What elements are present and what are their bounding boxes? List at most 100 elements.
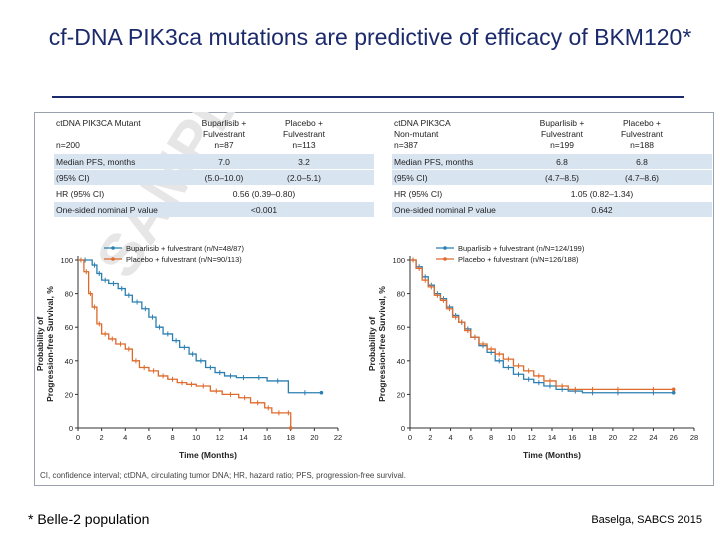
col1-header-line1: Buparlisib + bbox=[202, 118, 247, 128]
x-tick-label: 8 bbox=[170, 433, 174, 442]
row-value-col2: 3.2 bbox=[298, 157, 310, 167]
legend-entry: Buparlisib + fulvestrant (n/N=48/87) bbox=[104, 244, 244, 253]
km-curve-buparlisib bbox=[78, 259, 322, 394]
row-value-combined: 0.642 bbox=[591, 205, 613, 215]
row-label: Median PFS, months bbox=[56, 157, 135, 167]
y-tick-label: 40 bbox=[65, 357, 73, 366]
y-tick-label: 100 bbox=[60, 256, 73, 265]
x-tick-label: 16 bbox=[263, 433, 271, 442]
x-tick-label: 12 bbox=[528, 433, 536, 442]
x-tick-label: 10 bbox=[507, 433, 515, 442]
row-value-col2: 6.8 bbox=[636, 157, 648, 167]
col2-header-line1: Placebo + bbox=[623, 118, 661, 128]
legend-label: Placebo + fulvestrant (n/N=126/188) bbox=[458, 255, 579, 264]
curve-end-point bbox=[319, 390, 324, 395]
table-row: HR (95% CI) 1.05 (0.82–1.34) bbox=[394, 189, 633, 199]
legend-marker bbox=[111, 246, 115, 250]
row-label: One-sided nominal P value bbox=[56, 205, 158, 215]
col2-n: n=188 bbox=[630, 140, 654, 150]
row-band bbox=[54, 170, 374, 185]
table-row: One-sided nominal P value <0.001 bbox=[54, 202, 374, 217]
row-value-col2: (2.0–5.1) bbox=[287, 173, 321, 183]
x-tick-label: 2 bbox=[428, 433, 432, 442]
y-tick-label: 20 bbox=[65, 390, 73, 399]
km-plot: 0 20 40 60 80 100 0 2 4 6 8 10 12 14 16 18 20 22 Time (Mon… bbox=[35, 244, 342, 460]
row-value-col1: (5.0–10.0) bbox=[205, 173, 244, 183]
y-axis-label: Probability ofProgression-free Survival,… bbox=[35, 286, 55, 402]
row-value-col1: 7.0 bbox=[218, 157, 230, 167]
legend-label: Buparlisib + fulvestrant (n/N=48/87) bbox=[126, 244, 244, 253]
y-tick-label: 80 bbox=[397, 290, 405, 299]
y-tick-label: 40 bbox=[397, 357, 405, 366]
table-header-n: n=387 bbox=[394, 140, 418, 150]
col1-n: n=87 bbox=[214, 140, 233, 150]
x-tick-label: 16 bbox=[568, 433, 576, 442]
legend-entry: Placebo + fulvestrant (n/N=126/188) bbox=[436, 255, 579, 264]
x-tick-label: 18 bbox=[287, 433, 295, 442]
km-curve-placebo bbox=[78, 259, 292, 428]
row-label: Median PFS, months bbox=[394, 157, 473, 167]
col2-header-line2: Fulvestrant bbox=[621, 129, 664, 139]
km-curve-placebo bbox=[410, 259, 674, 391]
x-tick-label: 20 bbox=[310, 433, 318, 442]
x-tick-label: 8 bbox=[489, 433, 493, 442]
legend-entry: Placebo + fulvestrant (n/N=90/113) bbox=[104, 255, 242, 264]
table-header-label: ctDNA PIK3CA Mutant bbox=[56, 118, 141, 128]
title-divider bbox=[52, 96, 684, 98]
slide-title: cf-DNA PIK3ca mutations are predictive o… bbox=[48, 24, 692, 50]
row-band bbox=[54, 154, 374, 169]
y-tick-label: 60 bbox=[397, 323, 405, 332]
y-tick-label: 60 bbox=[65, 323, 73, 332]
x-tick-label: 0 bbox=[76, 433, 80, 442]
x-tick-label: 4 bbox=[123, 433, 127, 442]
x-tick-label: 4 bbox=[448, 433, 452, 442]
row-label: (95% CI) bbox=[56, 173, 90, 183]
footnote: * Belle-2 population bbox=[28, 511, 150, 527]
row-value-col2: (4.7–8.6) bbox=[625, 173, 659, 183]
row-label: HR (95% CI) bbox=[56, 189, 104, 199]
legend-marker bbox=[111, 257, 115, 261]
row-value-combined: <0.001 bbox=[251, 205, 278, 215]
curve-end-point bbox=[671, 390, 676, 395]
y-tick-label: 100 bbox=[392, 256, 405, 265]
table-row: (95% CI) (4.7–8.5) (4.7–8.6) bbox=[392, 170, 712, 185]
curve-end-point bbox=[671, 387, 676, 392]
x-axis-label: Time (Months) bbox=[523, 450, 581, 460]
col1-header-line2: Fulvestrant bbox=[541, 129, 584, 139]
col2-header-line2: Fulvestrant bbox=[283, 129, 326, 139]
x-tick-label: 10 bbox=[192, 433, 200, 442]
x-tick-label: 24 bbox=[649, 433, 657, 442]
table-row: One-sided nominal P value 0.642 bbox=[392, 202, 712, 217]
legend-label: Placebo + fulvestrant (n/N=90/113) bbox=[126, 255, 242, 264]
x-tick-label: 6 bbox=[469, 433, 473, 442]
x-tick-label: 18 bbox=[588, 433, 596, 442]
col2-header-line1: Placebo + bbox=[285, 118, 323, 128]
row-value-combined: 1.05 (0.82–1.34) bbox=[571, 189, 634, 199]
row-label: (95% CI) bbox=[394, 173, 428, 183]
legend-entry: Buparlisib + fulvestrant (n/N=124/199) bbox=[436, 244, 585, 253]
col1-header-line1: Buparlisib + bbox=[540, 118, 585, 128]
abbreviations-note: CI, confidence interval; ctDNA, circulat… bbox=[40, 471, 406, 480]
citation: Baselga, SABCS 2015 bbox=[591, 514, 702, 526]
curve-end-point bbox=[288, 426, 293, 430]
y-tick-label: 0 bbox=[401, 424, 405, 433]
x-tick-label: 14 bbox=[548, 433, 556, 442]
x-tick-label: 28 bbox=[690, 433, 698, 442]
table-header-n: n=200 bbox=[56, 140, 80, 150]
legend-marker bbox=[443, 246, 447, 250]
x-tick-label: 26 bbox=[670, 433, 678, 442]
x-tick-label: 12 bbox=[216, 433, 224, 442]
row-band bbox=[392, 202, 712, 217]
row-value-combined: 0.56 (0.39–0.80) bbox=[233, 189, 296, 199]
table-row: Median PFS, months 7.0 3.2 bbox=[54, 154, 374, 169]
row-label: One-sided nominal P value bbox=[394, 205, 496, 215]
col1-header-line2: Fulvestrant bbox=[203, 129, 246, 139]
table-row: Median PFS, months 6.8 6.8 bbox=[392, 154, 712, 169]
x-tick-label: 6 bbox=[147, 433, 151, 442]
row-band bbox=[392, 154, 712, 169]
